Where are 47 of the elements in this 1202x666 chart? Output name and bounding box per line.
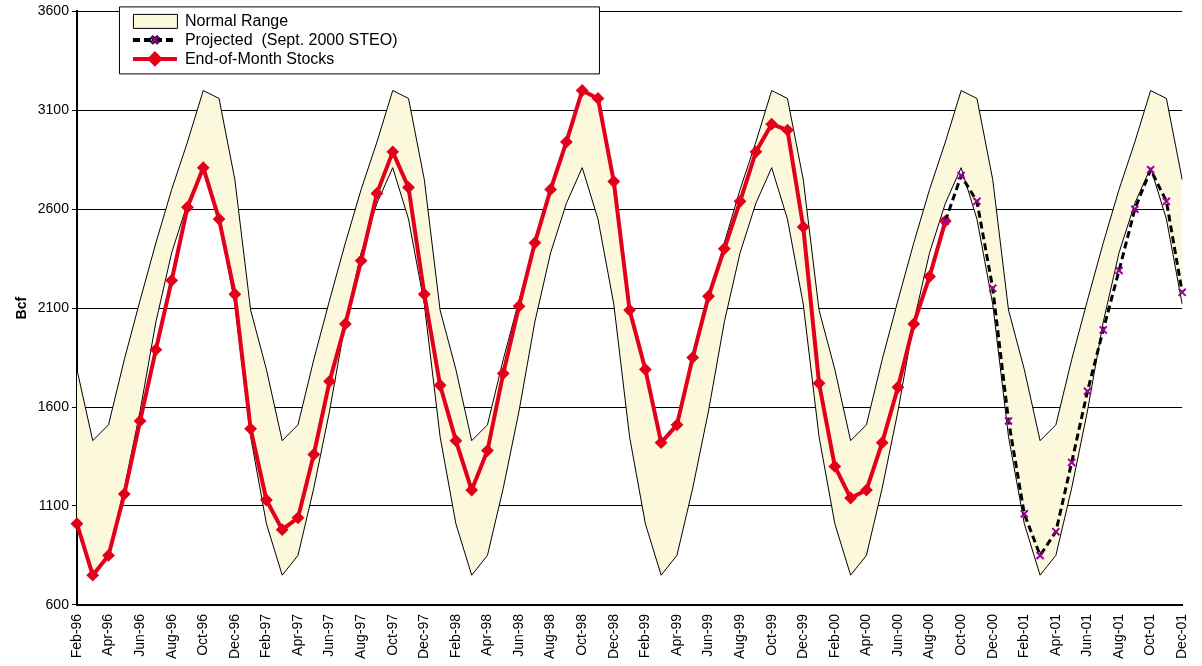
x-tick-label: Feb-97 <box>257 613 274 659</box>
x-tick-label: Oct-98 <box>573 613 590 656</box>
legend-label: Projected (Sept. 2000 STEO) <box>184 31 398 49</box>
x-tick-label: Aug-99 <box>730 613 747 660</box>
x-tick-label: Feb-98 <box>446 613 463 659</box>
x-tick-label: Feb-99 <box>636 613 653 659</box>
x-tick-label: Dec-96 <box>225 613 242 659</box>
x-tick-label: Jun-97 <box>320 613 337 657</box>
x-tick-label: Jun-96 <box>130 613 147 657</box>
x-tick-label: Jun-01 <box>1078 613 1095 657</box>
y-tick-label: 3100 <box>37 101 70 118</box>
x-tick-label: Dec-97 <box>415 613 432 659</box>
x-tick-label: Oct-01 <box>1141 613 1158 656</box>
x-tick-label: Oct-00 <box>952 613 969 656</box>
legend-label: Normal Range <box>184 12 289 30</box>
x-tick-label: Dec-98 <box>604 613 621 659</box>
x-tick-label: Apr-01 <box>1046 613 1063 656</box>
y-tick-label: 3600 <box>37 2 70 19</box>
y-tick-label: 1100 <box>38 496 70 513</box>
x-tick-label: Aug-01 <box>1109 613 1126 660</box>
x-tick-label: Oct-97 <box>383 613 400 656</box>
x-tick-label: Aug-00 <box>920 613 937 660</box>
x-tick-label: Jun-98 <box>509 613 526 657</box>
x-tick-label: Feb-96 <box>67 613 84 659</box>
y-tick-label: 600 <box>45 595 70 612</box>
y-tick-label: 2600 <box>37 200 70 217</box>
x-tick-label: Apr-98 <box>478 613 495 656</box>
x-tick-label: Aug-96 <box>162 613 179 660</box>
x-tick-label: Oct-96 <box>194 613 211 656</box>
x-tick-label: Apr-00 <box>857 613 874 656</box>
x-tick-label: Apr-96 <box>99 613 116 656</box>
x-tick-label: Aug-97 <box>352 613 369 660</box>
legend-label: End-of-Month Stocks <box>184 50 335 68</box>
y-axis-title: Bcf <box>13 296 30 320</box>
x-tick-label: Feb-01 <box>1015 613 1032 659</box>
x-tick-label: Oct-99 <box>762 613 779 656</box>
x-tick-label: Apr-99 <box>667 613 684 656</box>
x-tick-label: Feb-00 <box>825 613 842 659</box>
y-tick-label: 2100 <box>37 298 70 315</box>
x-tick-label: Aug-98 <box>541 613 558 660</box>
x-tick-label: Dec-01 <box>1173 613 1190 659</box>
x-tick-label: Dec-99 <box>794 613 811 659</box>
x-tick-label: Dec-00 <box>983 613 1000 659</box>
x-tick-label: Jun-99 <box>699 613 716 657</box>
y-tick-label: 1600 <box>37 397 70 414</box>
x-tick-label: Apr-97 <box>288 613 305 656</box>
x-tick-label: Jun-00 <box>888 613 905 657</box>
